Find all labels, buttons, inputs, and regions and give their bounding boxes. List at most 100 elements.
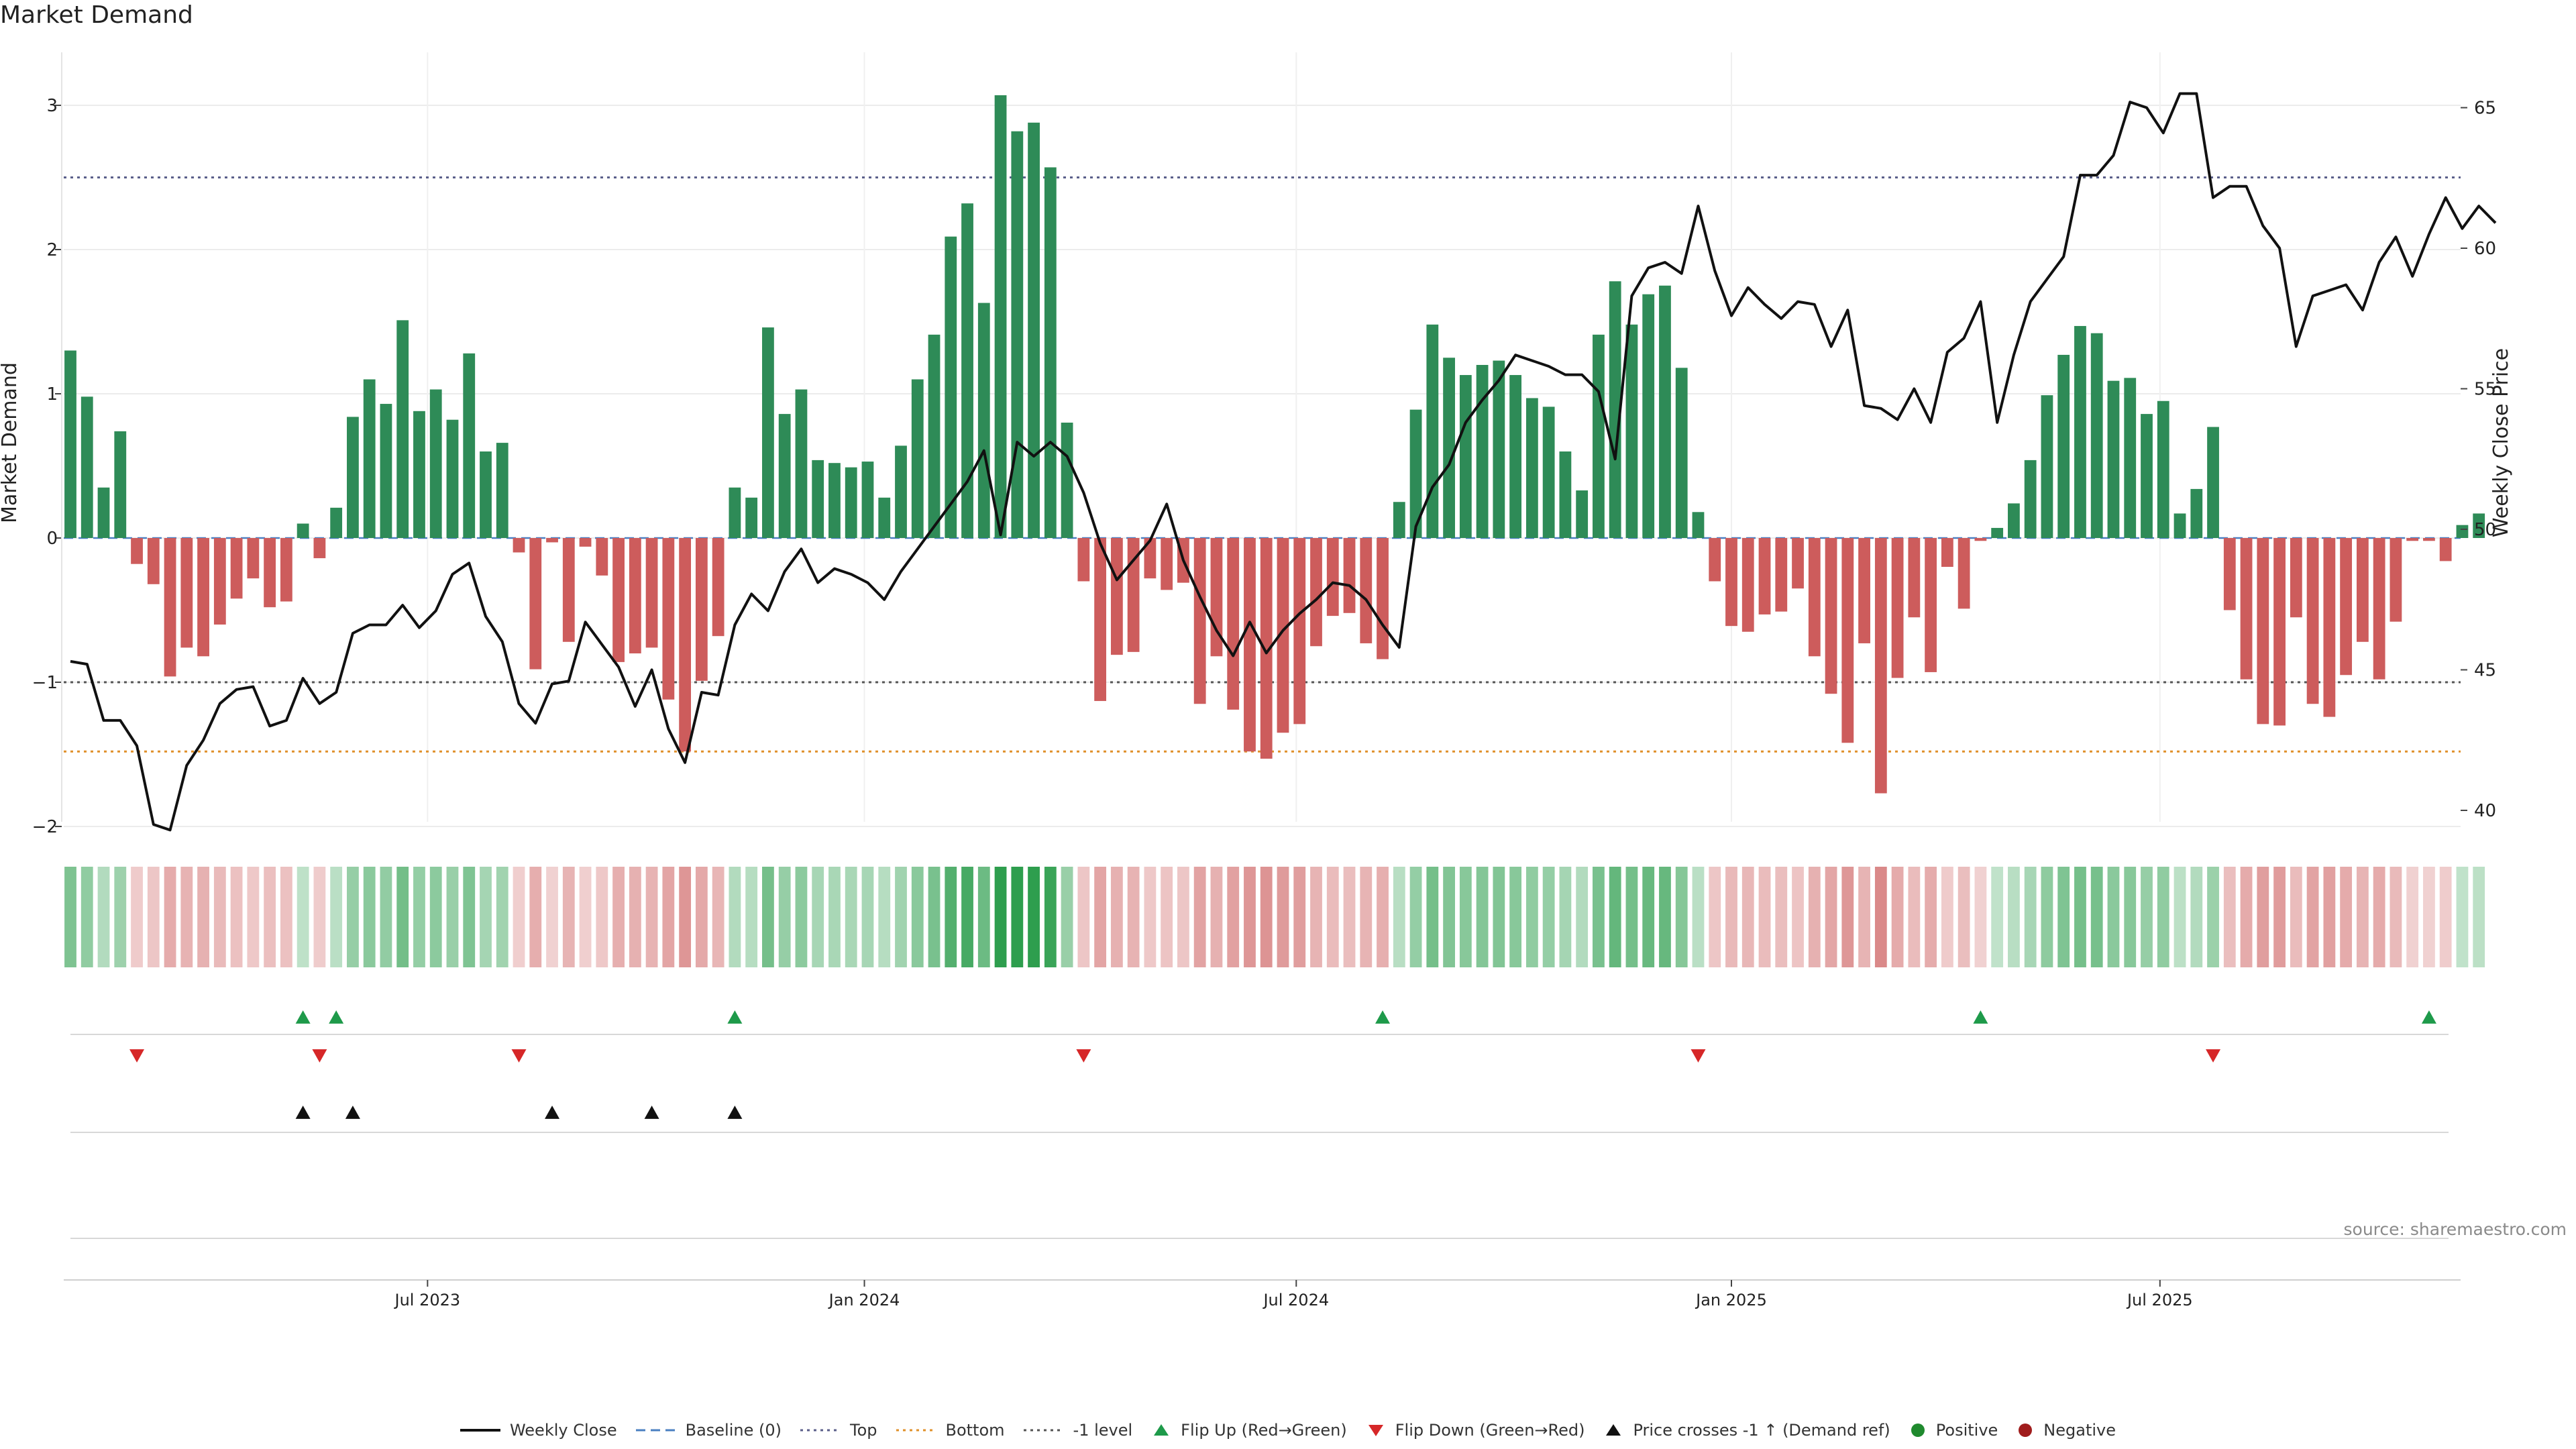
demand-bar: [762, 327, 774, 538]
strip-cell: [1957, 867, 1970, 967]
strip-cell: [994, 867, 1007, 967]
demand-bar: [1925, 538, 1937, 672]
strip-cell: [264, 867, 276, 967]
demand-bar: [1127, 538, 1140, 652]
demand-bar: [1825, 538, 1837, 694]
flip-up-marker: [727, 1010, 743, 1024]
strip-cell: [446, 867, 459, 967]
strip-cell: [1343, 867, 1356, 967]
strip-cell: [2273, 867, 2286, 967]
legend-item: Flip Up (Red→Green): [1151, 1421, 1347, 1440]
strip-cell: [828, 867, 841, 967]
legend-item: Negative: [2017, 1421, 2116, 1440]
flip-down-marker: [2206, 1049, 2221, 1063]
strip-cell: [1459, 867, 1472, 967]
strip-cell: [1227, 867, 1240, 967]
legend-item: Flip Down (Green→Red): [1366, 1421, 1585, 1440]
demand-bar: [1360, 538, 1373, 643]
demand-bar: [1277, 538, 1289, 733]
marker-panels: [64, 1034, 2461, 1281]
demand-bar: [895, 445, 907, 538]
strip-cell: [1709, 867, 1721, 967]
strip-cell: [1841, 867, 1854, 967]
strip-cell: [2323, 867, 2336, 967]
demand-bar: [1094, 538, 1107, 701]
strip-cell: [2157, 867, 2169, 967]
strip-cell: [480, 867, 492, 967]
legend-swatch: [1603, 1422, 1623, 1438]
strip-cell: [1409, 867, 1422, 967]
legend-swatch: [635, 1424, 676, 1437]
legend-item: -1 level: [1023, 1421, 1132, 1440]
strip-cell: [1061, 867, 1073, 967]
demand-bar: [114, 431, 127, 538]
flip-down-marker: [129, 1049, 145, 1063]
strip-cell: [1775, 867, 1788, 967]
strip-cell: [695, 867, 708, 967]
y-tick-label: −2: [32, 817, 58, 837]
strip-cell: [745, 867, 758, 967]
demand-bar: [330, 507, 343, 538]
demand-bar: [629, 538, 641, 653]
demand-bar: [945, 236, 957, 538]
strip-cell: [1011, 867, 1024, 967]
demand-bar: [1161, 538, 1173, 590]
strip-cell: [795, 867, 808, 967]
demand-bar: [2124, 378, 2137, 538]
demand-bar: [80, 396, 93, 538]
demand-bar: [2107, 380, 2120, 538]
demand-bar: [413, 411, 425, 538]
price-cross-marker: [727, 1106, 743, 1119]
demand-bar: [429, 389, 442, 538]
y-tick-label: 0: [46, 529, 58, 549]
demand-bar: [1409, 409, 1422, 538]
demand-bar: [1692, 512, 1705, 538]
demand-bar: [2439, 538, 2452, 561]
strip-cell: [778, 867, 791, 967]
strip-cell: [2074, 867, 2086, 967]
strip-cell: [679, 867, 692, 967]
strip-cell: [1360, 867, 1373, 967]
demand-bar: [1675, 368, 1688, 538]
demand-bar: [2306, 538, 2319, 704]
demand-bar: [2207, 427, 2219, 538]
legend-label: Top: [850, 1421, 877, 1440]
strip-cell: [2174, 867, 2186, 967]
strip-cell: [1741, 867, 1754, 967]
strip-cell: [562, 867, 575, 967]
strip-cell: [2373, 867, 2385, 967]
strip-cell: [429, 867, 442, 967]
strip-cell: [80, 867, 93, 967]
strip-cell: [845, 867, 857, 967]
strip-cell: [1908, 867, 1921, 967]
demand-bar: [1028, 122, 1040, 539]
demand-bar: [596, 538, 608, 576]
demand-bar: [1244, 538, 1256, 752]
demand-bar: [2074, 325, 2086, 538]
strip-cell: [197, 867, 209, 967]
y2-axis-label: Weekly Close Price: [2489, 348, 2513, 537]
demand-bar: [264, 538, 276, 608]
watermark: source: sharemaestro.com: [2343, 1220, 2567, 1239]
demand-bar: [1542, 407, 1555, 538]
strip-cell: [2041, 867, 2053, 967]
demand-bar: [1144, 538, 1157, 579]
demand-bar: [911, 379, 924, 538]
demand-bar: [1741, 538, 1754, 632]
strip-cell: [1377, 867, 1389, 967]
right-axis-ticks: 40 45 50 55 60 65: [2461, 99, 2496, 821]
x-tick-label: Jul 2025: [2126, 1291, 2193, 1309]
demand-bar: [313, 538, 326, 559]
y2-tick-label: 50: [2474, 520, 2496, 540]
strip-cell: [513, 867, 525, 967]
legend-label: Bottom: [945, 1421, 1005, 1440]
strip-cell: [861, 867, 874, 967]
strip-cell: [363, 867, 376, 967]
flip-down-marker: [312, 1049, 327, 1063]
strip-cell: [1991, 867, 2004, 967]
y-tick-label: −1: [32, 673, 58, 693]
x-tick-label: Jan 2024: [828, 1291, 900, 1309]
legend-swatch: [1909, 1421, 1927, 1439]
flip-up-marker: [2421, 1010, 2436, 1024]
demand-bar: [2390, 538, 2402, 622]
